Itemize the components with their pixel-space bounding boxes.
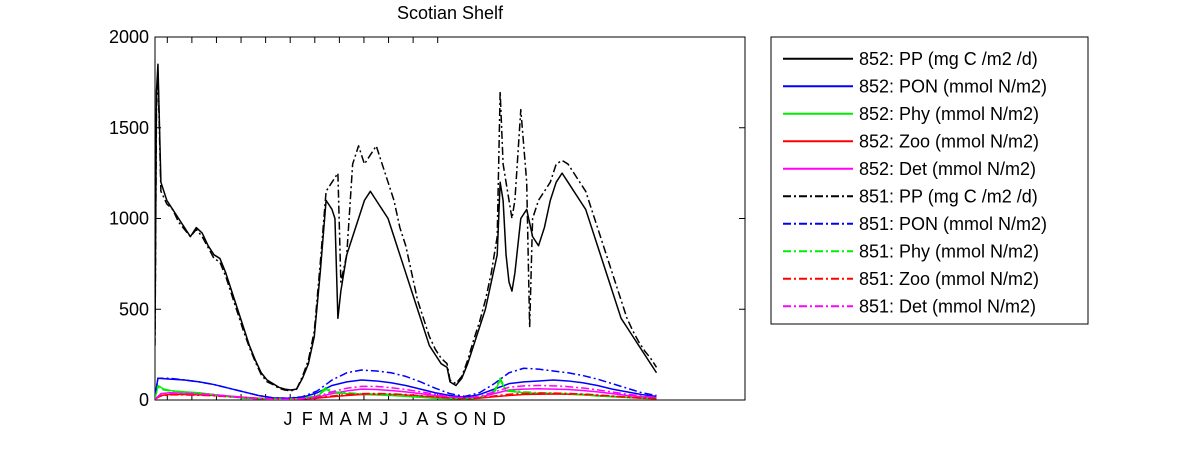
plot-frame [154, 36, 746, 401]
x-tick-label-month: J [399, 409, 408, 429]
x-tick-label-month: F [302, 409, 313, 429]
x-tick-label-month: N [474, 409, 487, 429]
x-tick-label-month: M [357, 409, 372, 429]
series-group [155, 63, 658, 400]
legend-label: 852: Phy (mmol N/m2) [859, 104, 1039, 124]
legend-label: 851: Phy (mmol N/m2) [859, 241, 1039, 261]
legend-label: 852: PON (mmol N/m2) [859, 76, 1047, 96]
series-line-7 [155, 367, 657, 399]
y-tick-label: 2000 [109, 27, 149, 47]
legend-label: 852: Zoo (mmol N/m2) [859, 131, 1039, 151]
x-tick-label-month: J [284, 409, 293, 429]
legend-label: 851: Det (mmol N/m2) [859, 296, 1036, 316]
y-tick-label: 0 [139, 390, 149, 410]
y-tick-label: 500 [119, 299, 149, 319]
series-line-8 [155, 377, 657, 400]
y-tick-label: 1000 [109, 209, 149, 229]
x-tick-label-month: S [436, 409, 448, 429]
x-tick-label-month: O [454, 409, 468, 429]
series-line-6 [155, 72, 658, 392]
x-tick-label-month: A [416, 409, 428, 429]
x-tick-label-month: M [319, 409, 334, 429]
legend-box [770, 36, 1089, 325]
x-tick-label-month: D [493, 409, 506, 429]
x-tick-label-month: A [340, 409, 352, 429]
series-line-10 [155, 384, 657, 400]
series-line-1 [155, 63, 658, 391]
legend-label: 852: Det (mmol N/m2) [859, 159, 1036, 179]
x-tick-label-month: J [380, 409, 389, 429]
legend-label: 851: PON (mmol N/m2) [859, 214, 1047, 234]
series-line-9 [155, 392, 657, 400]
legend-label: 851: PP (mg C /m2 /d) [859, 186, 1038, 206]
legend: 852: PP (mg C /m2 /d) 852: PON (mmol N/m2… [770, 36, 1089, 325]
chart-title: Scotian Shelf [397, 3, 504, 23]
legend-label: 852: PP (mg C /m2 /d) [859, 49, 1038, 69]
y-tick-label: 1500 [109, 118, 149, 138]
legend-label: 851: Zoo (mmol N/m2) [859, 269, 1039, 289]
